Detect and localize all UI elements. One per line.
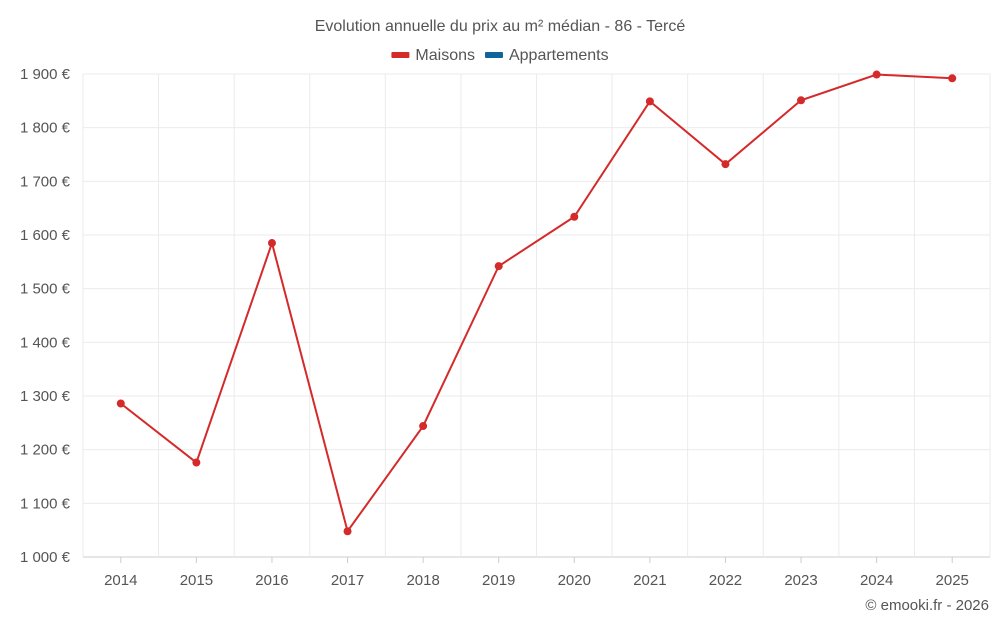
y-tick-label: 1 700 € [20,173,71,190]
y-tick-label: 1 200 € [20,442,71,459]
x-tick-label: 2014 [104,572,137,589]
x-tick-label: 2023 [784,572,817,589]
x-tick-label: 2017 [331,572,364,589]
data-point[interactable] [948,74,957,83]
x-tick-label: 2025 [936,572,969,589]
x-tick-label: 2016 [255,572,288,589]
series-layer [116,70,957,536]
x-tick-label: 2024 [860,572,893,589]
y-tick-label: 1 100 € [20,495,71,512]
data-point[interactable] [872,70,881,79]
credit-text: © emooki.fr - 2026 [865,597,989,614]
legend-label: Maisons [415,47,475,64]
x-tick-label: 2022 [709,572,742,589]
data-point[interactable] [645,97,654,106]
data-point[interactable] [721,160,730,169]
x-tick-label: 2019 [482,572,515,589]
x-tick-label: 2021 [633,572,666,589]
x-tick-label: 2015 [180,572,213,589]
legend-label: Appartements [509,47,609,64]
legend-item-maisons[interactable]: Maisons [391,47,475,64]
y-tick-label: 1 000 € [20,549,71,566]
data-point[interactable] [267,239,276,248]
y-tick-label: 1 800 € [20,120,71,137]
data-point[interactable] [494,262,503,271]
legend: Maisons Appartements [391,47,609,64]
chart-title: Evolution annuelle du prix au m² médian … [315,18,686,35]
data-point[interactable] [797,96,806,105]
y-tick-label: 1 300 € [20,388,71,405]
grid [82,73,991,558]
legend-swatch [391,52,410,58]
data-point[interactable] [570,212,579,221]
y-tick-label: 1 400 € [20,334,71,351]
y-tick-label: 1 500 € [20,281,71,298]
y-tick-label: 1 600 € [20,227,71,244]
data-point[interactable] [419,422,428,431]
data-point[interactable] [192,458,201,467]
y-tick-label: 1 900 € [20,66,71,83]
legend-swatch [484,52,503,58]
x-tick-label: 2018 [406,572,439,589]
data-point[interactable] [343,527,352,536]
data-point[interactable] [116,399,125,408]
series-line-maisons [120,73,953,534]
y-axis: 1 000 € 1 100 € 1 200 € 1 300 € 1 400 € 1 500… [20,66,71,566]
x-axis: 2014 2015 2016 2017 2018 2019 2020 2021 2022 2023… [104,557,969,589]
legend-item-appartements[interactable]: Appartements [484,47,609,64]
x-tick-label: 2020 [558,572,591,589]
